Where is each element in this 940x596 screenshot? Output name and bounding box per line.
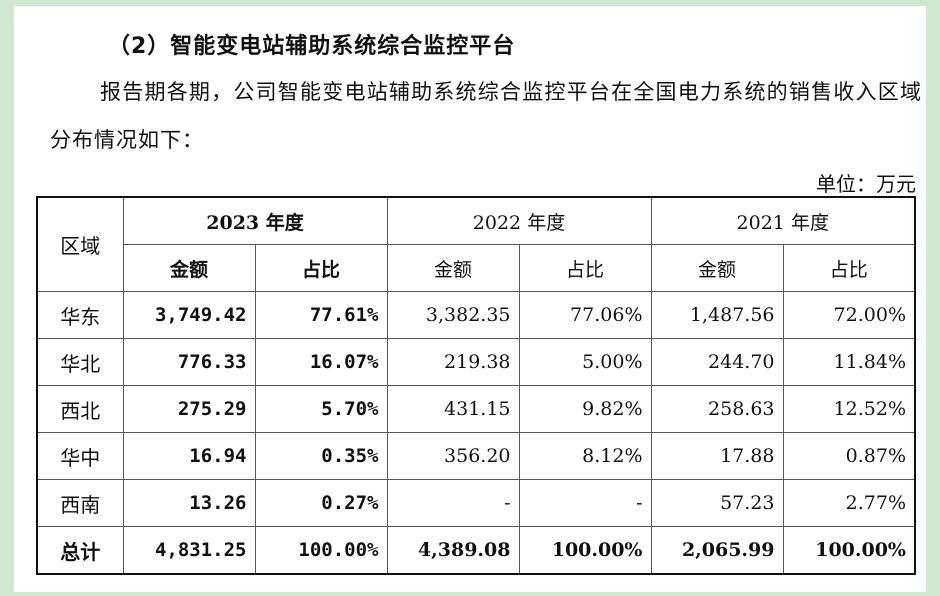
- table-row: 西北 275.29 5.70% 431.15 9.82% 258.63 12.5…: [36, 385, 916, 433]
- share-2022: 77.06%: [518, 291, 652, 339]
- amount-2021: 258.63: [650, 385, 784, 433]
- revenue-by-region-table: 区域 2023 年度 2022 年度 2021 年度 金额 占比 金额 占比 金…: [36, 196, 916, 575]
- total-share-2023: 100.00%: [254, 526, 388, 575]
- amount-2021: 244.70: [650, 338, 784, 386]
- amount-2023: 13.26: [122, 479, 256, 527]
- amount-2023: 16.94: [122, 432, 256, 480]
- amount-2022: 219.38: [386, 338, 520, 386]
- share-2021: 12.52%: [782, 385, 916, 433]
- total-amount-2021: 2,065.99: [650, 526, 784, 575]
- share-2021: 0.87%: [782, 432, 916, 480]
- region-cell: 西北: [36, 385, 124, 433]
- amount-2023: 3,749.42: [122, 291, 256, 339]
- share-2022: -: [518, 479, 652, 527]
- region-cell: 华中: [36, 432, 124, 480]
- share-2022: 8.12%: [518, 432, 652, 480]
- amount-header: 金额: [650, 244, 784, 292]
- total-amount-2022: 4,389.08: [386, 526, 520, 575]
- share-2023: 0.35%: [254, 432, 388, 480]
- region-header: 区域: [36, 196, 124, 292]
- header-row-metrics: 金额 占比 金额 占比 金额 占比: [37, 244, 916, 292]
- total-amount-2023: 4,831.25: [122, 526, 256, 575]
- region-cell: 西南: [36, 479, 124, 527]
- section-heading: （2）智能变电站辅助系统综合监控平台: [108, 34, 516, 59]
- amount-2022: -: [386, 479, 520, 527]
- amount-2022: 356.20: [386, 432, 520, 480]
- year-header-2023: 2023 年度: [122, 196, 388, 245]
- region-cell: 华东: [36, 291, 124, 339]
- amount-2021: 17.88: [650, 432, 784, 480]
- amount-2022: 3,382.35: [386, 291, 520, 339]
- total-share-2021: 100.00%: [782, 526, 916, 575]
- table-row: 华东 3,749.42 77.61% 3,382.35 77.06% 1,487…: [36, 291, 916, 339]
- share-2021: 11.84%: [782, 338, 916, 386]
- amount-header: 金额: [122, 244, 256, 292]
- share-2023: 5.70%: [254, 385, 388, 433]
- amount-2023: 776.33: [122, 338, 256, 386]
- share-header: 占比: [782, 244, 916, 292]
- amount-2023: 275.29: [122, 385, 256, 433]
- table-row: 华北 776.33 16.07% 219.38 5.00% 244.70 11.…: [36, 338, 916, 386]
- share-2021: 2.77%: [782, 479, 916, 527]
- share-2021: 72.00%: [782, 291, 916, 339]
- share-header: 占比: [518, 244, 652, 292]
- table-row: 西南 13.26 0.27% - - 57.23 2.77%: [36, 479, 916, 527]
- share-2022: 5.00%: [518, 338, 652, 386]
- share-2023: 0.27%: [254, 479, 388, 527]
- amount-header: 金额: [386, 244, 520, 292]
- amount-2021: 1,487.56: [650, 291, 784, 339]
- year-header-2022: 2022 年度: [386, 196, 652, 245]
- share-2022: 9.82%: [518, 385, 652, 433]
- region-cell: 华北: [36, 338, 124, 386]
- share-header: 占比: [254, 244, 388, 292]
- header-row-years: 区域 2023 年度 2022 年度 2021 年度: [36, 196, 916, 292]
- share-2023: 77.61%: [254, 291, 388, 339]
- unit-label: 单位：万元: [816, 172, 916, 196]
- document-page: （2）智能变电站辅助系统综合监控平台 报告期各期，公司智能变电站辅助系统综合监控…: [14, 6, 926, 592]
- total-label: 总计: [36, 526, 124, 575]
- total-share-2022: 100.00%: [518, 526, 652, 575]
- amount-2022: 431.15: [386, 385, 520, 433]
- table-row: 华中 16.94 0.35% 356.20 8.12% 17.88 0.87%: [36, 432, 916, 480]
- year-header-2021: 2021 年度: [650, 196, 916, 245]
- share-2023: 16.07%: [254, 338, 388, 386]
- intro-paragraph: 报告期各期，公司智能变电站辅助系统综合监控平台在全国电力系统的销售收入区域分布情…: [50, 80, 922, 152]
- amount-2021: 57.23: [650, 479, 784, 527]
- total-row: 总计 4,831.25 100.00% 4,389.08 100.00% 2,0…: [36, 526, 916, 575]
